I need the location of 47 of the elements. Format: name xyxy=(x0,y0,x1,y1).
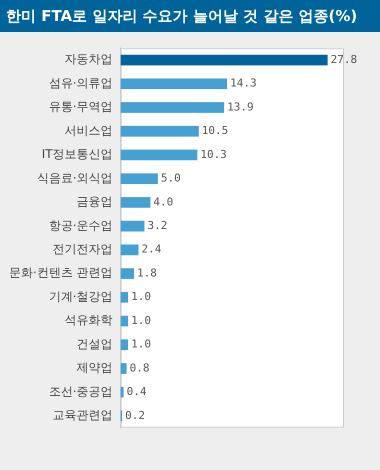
data-label: 1.8 xyxy=(137,266,157,280)
bar xyxy=(120,173,158,184)
data-label: 10.3 xyxy=(200,148,227,161)
bar xyxy=(120,363,127,374)
data-label: 13.9 xyxy=(227,100,254,114)
y-tick-label: IT정보통신업 xyxy=(42,147,113,162)
data-label: 10.5 xyxy=(202,124,228,138)
data-label: 5.0 xyxy=(160,172,181,185)
y-tick-label: 전기전자업 xyxy=(52,242,113,256)
y-tick-label: 석유화학 xyxy=(64,313,113,328)
y-tick-label: 교육관련업 xyxy=(52,408,113,422)
data-label: 1.0 xyxy=(131,338,151,351)
data-label: 27.8 xyxy=(330,52,358,66)
y-tick-label: 항공·운수업 xyxy=(48,218,113,232)
data-label: 14.3 xyxy=(230,76,257,90)
y-tick-label: 제약업 xyxy=(76,360,113,375)
y-tick-label: 섬유·의류업 xyxy=(48,76,113,90)
bar xyxy=(120,339,128,350)
data-label: 0.2 xyxy=(125,408,145,422)
y-tick-label: 서비스업 xyxy=(64,123,113,138)
bar xyxy=(120,78,228,90)
bar xyxy=(120,54,328,66)
chart-title: 한미 FTA로 일자리 수요가 늘어날 것 같은 업종(%) xyxy=(0,0,380,32)
y-tick-label: 조선·중공업 xyxy=(48,384,113,398)
bar xyxy=(120,268,134,279)
bar xyxy=(120,244,138,256)
data-label: 3.2 xyxy=(147,218,168,232)
y-tick-label: 기계·철강업 xyxy=(48,289,113,304)
data-label: 4.0 xyxy=(153,195,174,208)
y-tick-label: 문화·컨텐츠 관련업 xyxy=(8,266,113,280)
bar xyxy=(120,292,128,303)
data-label: 1.0 xyxy=(131,290,151,304)
bar xyxy=(120,220,144,232)
y-tick-label: 식음료·외식업 xyxy=(36,170,113,185)
data-label: 1.0 xyxy=(131,314,151,327)
bar xyxy=(120,197,150,208)
data-label: 0.8 xyxy=(130,361,150,374)
y-tick-label: 유통·무역업 xyxy=(48,100,113,114)
data-label: 0.4 xyxy=(126,385,147,398)
y-tick-label: 자동차업 xyxy=(64,52,113,66)
y-tick-label: 건설업 xyxy=(76,336,113,351)
data-label: 2.4 xyxy=(142,242,162,256)
y-tick-label: 금융업 xyxy=(76,194,113,209)
bar xyxy=(120,316,128,326)
bar xyxy=(120,150,198,160)
bar xyxy=(120,102,224,113)
bar xyxy=(120,126,199,137)
